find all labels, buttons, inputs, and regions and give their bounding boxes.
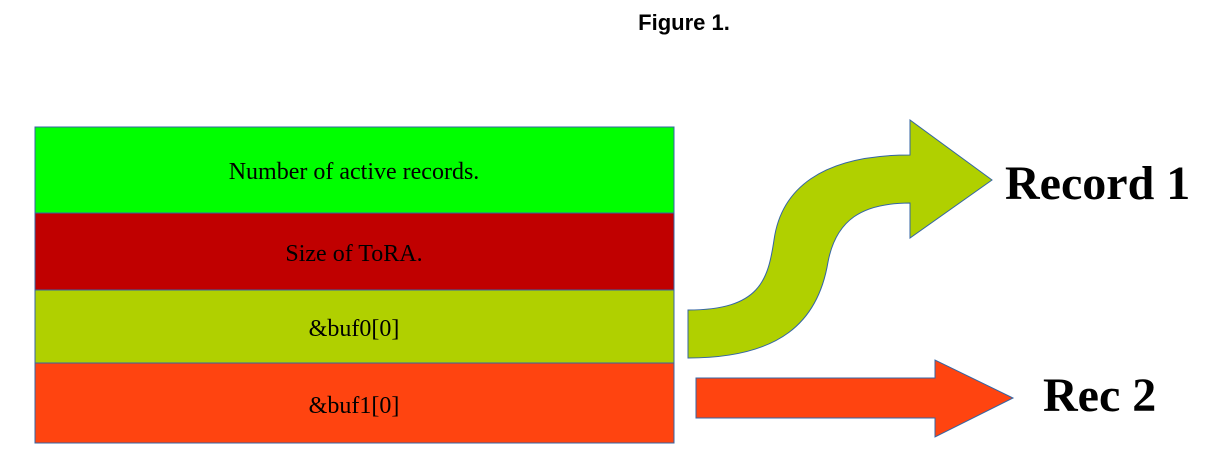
arrow-label: Record 1 xyxy=(1005,157,1190,210)
row-label: &buf0[0] xyxy=(309,316,400,342)
arrow-label: Rec 2 xyxy=(1043,369,1156,422)
curved-arrow xyxy=(687,119,993,359)
row-label: &buf1[0] xyxy=(309,393,400,419)
row-label: Number of active records. xyxy=(229,159,480,185)
straight-arrow xyxy=(695,359,1015,438)
figure-title: Figure 1. xyxy=(638,10,730,35)
row-box xyxy=(34,212,675,291)
row-box xyxy=(34,362,675,444)
row-label: Size of ToRA. xyxy=(285,241,422,267)
row-box xyxy=(34,289,675,364)
row-box xyxy=(34,126,675,214)
